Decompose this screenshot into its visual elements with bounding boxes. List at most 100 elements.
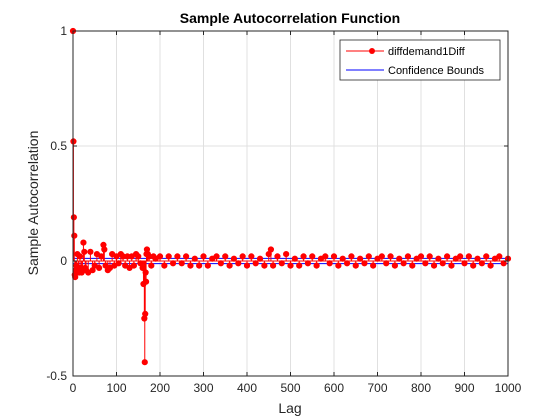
acf-point — [183, 253, 190, 260]
chart-title: Sample Autocorrelation Function — [180, 10, 400, 26]
acf-point — [435, 255, 442, 262]
x-tick-label: 600 — [324, 381, 344, 395]
legend-label-bounds: Confidence Bounds — [388, 65, 485, 77]
acf-point — [465, 253, 472, 260]
acf-point — [142, 278, 150, 285]
acf-point — [430, 262, 438, 269]
acf-point — [70, 214, 77, 221]
acf-point — [470, 262, 477, 269]
acf-point — [235, 260, 242, 267]
acf-point — [335, 262, 342, 269]
acf-point — [101, 246, 108, 253]
acf-point — [343, 260, 351, 267]
acf-point — [76, 253, 84, 260]
acf-point — [71, 232, 78, 239]
acf-point — [330, 253, 338, 260]
y-tick-label: -0.5 — [46, 369, 67, 383]
acf-point — [478, 260, 485, 267]
acf-point — [256, 255, 264, 262]
acf-point — [457, 253, 464, 260]
acf-point — [370, 262, 377, 269]
acf-point — [444, 253, 451, 260]
acf-point — [365, 253, 372, 260]
acf-point — [169, 260, 177, 267]
acf-point — [115, 260, 122, 267]
acf-point — [339, 255, 346, 262]
acf-point — [156, 253, 164, 260]
acf-point — [291, 255, 298, 262]
acf-point — [130, 262, 137, 269]
acf-point — [296, 262, 303, 269]
acf-point — [96, 264, 103, 271]
acf-point — [404, 253, 412, 260]
x-tick-label: 900 — [454, 381, 474, 395]
x-tick-label: 700 — [367, 381, 387, 395]
y-axis-label: Sample Autocorrelation — [25, 131, 41, 276]
acf-point — [500, 260, 507, 267]
x-tick-label: 300 — [193, 381, 213, 395]
acf-point — [148, 262, 155, 269]
acf-point — [213, 253, 220, 260]
acf-point — [226, 262, 233, 269]
acf-point — [87, 248, 94, 255]
legend: diffdemand1Diff Confidence Bounds — [339, 39, 501, 81]
acf-point — [461, 260, 468, 267]
legend-box — [339, 39, 501, 81]
acf-point — [239, 253, 246, 260]
acf-point — [230, 255, 238, 262]
acf-point — [400, 260, 407, 267]
acf-point — [191, 255, 198, 262]
acf-point — [378, 253, 385, 260]
acf-point — [309, 253, 316, 260]
acf-point — [161, 262, 168, 269]
acf-point — [300, 253, 307, 260]
acf-point — [142, 310, 149, 317]
acf-point — [283, 251, 290, 258]
acf-point — [352, 262, 359, 269]
acf-point — [348, 253, 355, 260]
acf-point — [200, 253, 207, 260]
x-tick-label: 1000 — [495, 381, 522, 395]
x-tick-label: 800 — [411, 381, 431, 395]
acf-point — [187, 262, 194, 269]
acf-point — [357, 255, 364, 262]
acf-point — [426, 253, 433, 260]
acf-point — [135, 253, 142, 260]
acf-point — [304, 260, 311, 267]
legend-label-acf: diffdemand1Diff — [388, 46, 466, 58]
acf-point — [274, 253, 281, 260]
acf-point — [409, 262, 416, 269]
acf-point — [326, 260, 333, 267]
x-tick-label: 100 — [106, 381, 126, 395]
acf-point — [248, 253, 255, 260]
y-tick-label: 0.5 — [50, 139, 67, 153]
acf-point — [278, 260, 285, 267]
acf-point — [483, 253, 490, 260]
acf-point — [287, 262, 294, 269]
y-tick-label: 0 — [60, 254, 67, 268]
acf-point — [361, 260, 368, 267]
acf-point — [391, 262, 398, 269]
axis-ticks: 0 100 200 300 400 500 600 700 800 900 1000-0.500.5… — [46, 24, 521, 395]
acf-point — [383, 260, 390, 267]
acf-point — [313, 262, 320, 269]
acf-point — [261, 262, 268, 269]
x-tick-label: 200 — [150, 381, 170, 395]
acf-point — [204, 262, 211, 269]
acf-point — [252, 260, 259, 267]
acf-point — [448, 262, 455, 269]
acf-point — [174, 253, 181, 260]
acf-point — [422, 260, 429, 267]
x-tick-label: 400 — [237, 381, 257, 395]
acf-point — [196, 262, 203, 269]
acf-point — [439, 260, 446, 267]
acf-point — [270, 262, 277, 269]
acf-point — [165, 253, 172, 260]
acf-point — [417, 253, 425, 260]
x-tick-label: 0 — [70, 381, 77, 395]
acf-point — [81, 248, 88, 255]
acf-point — [217, 260, 224, 267]
acf-point — [387, 253, 394, 260]
